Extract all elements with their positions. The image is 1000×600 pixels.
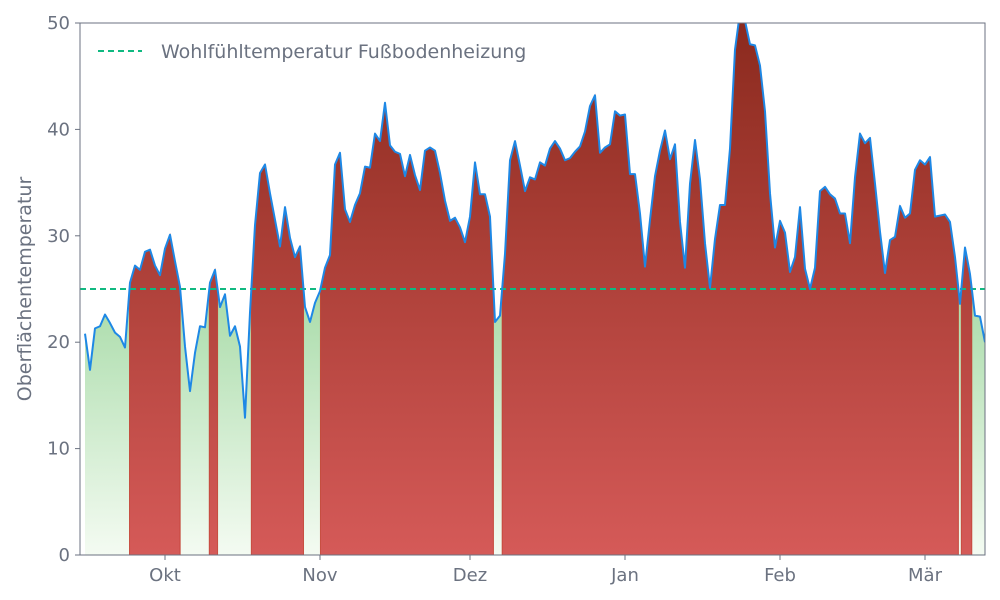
y-axis: 0 10 20 30 40 50 [47,13,80,566]
x-tick-label: Jan [610,565,639,586]
y-tick-label: 50 [47,13,70,34]
area-fills [85,23,985,555]
y-tick-label: 40 [47,119,70,140]
plot-frame [79,22,986,556]
above-threshold-fill [960,247,973,555]
x-tick-label: Okt [149,565,181,586]
legend-label: Wohlfühltemperatur Fußbodenheizung [161,41,526,63]
above-threshold-fill [208,267,219,555]
series-lines [84,23,985,419]
above-threshold-fill [250,163,305,555]
x-tick-label: Mär [908,565,943,586]
y-axis-title: Oberflächentemperatur [14,177,36,402]
y-tick-label: 0 [59,545,70,566]
y-tick-label: 20 [47,332,70,353]
above-threshold-fill [129,232,181,555]
series-line [84,23,985,419]
y-tick-label: 30 [47,226,70,247]
legend: Wohlfühltemperatur Fußbodenheizung [98,41,526,63]
x-axis: Okt Nov Dez Jan Feb Mär [149,555,943,586]
x-tick-label: Dez [453,565,487,586]
y-tick-label: 10 [47,439,70,460]
above-threshold-fill [501,23,959,555]
x-tick-label: Nov [302,565,337,586]
x-tick-label: Feb [764,565,796,586]
